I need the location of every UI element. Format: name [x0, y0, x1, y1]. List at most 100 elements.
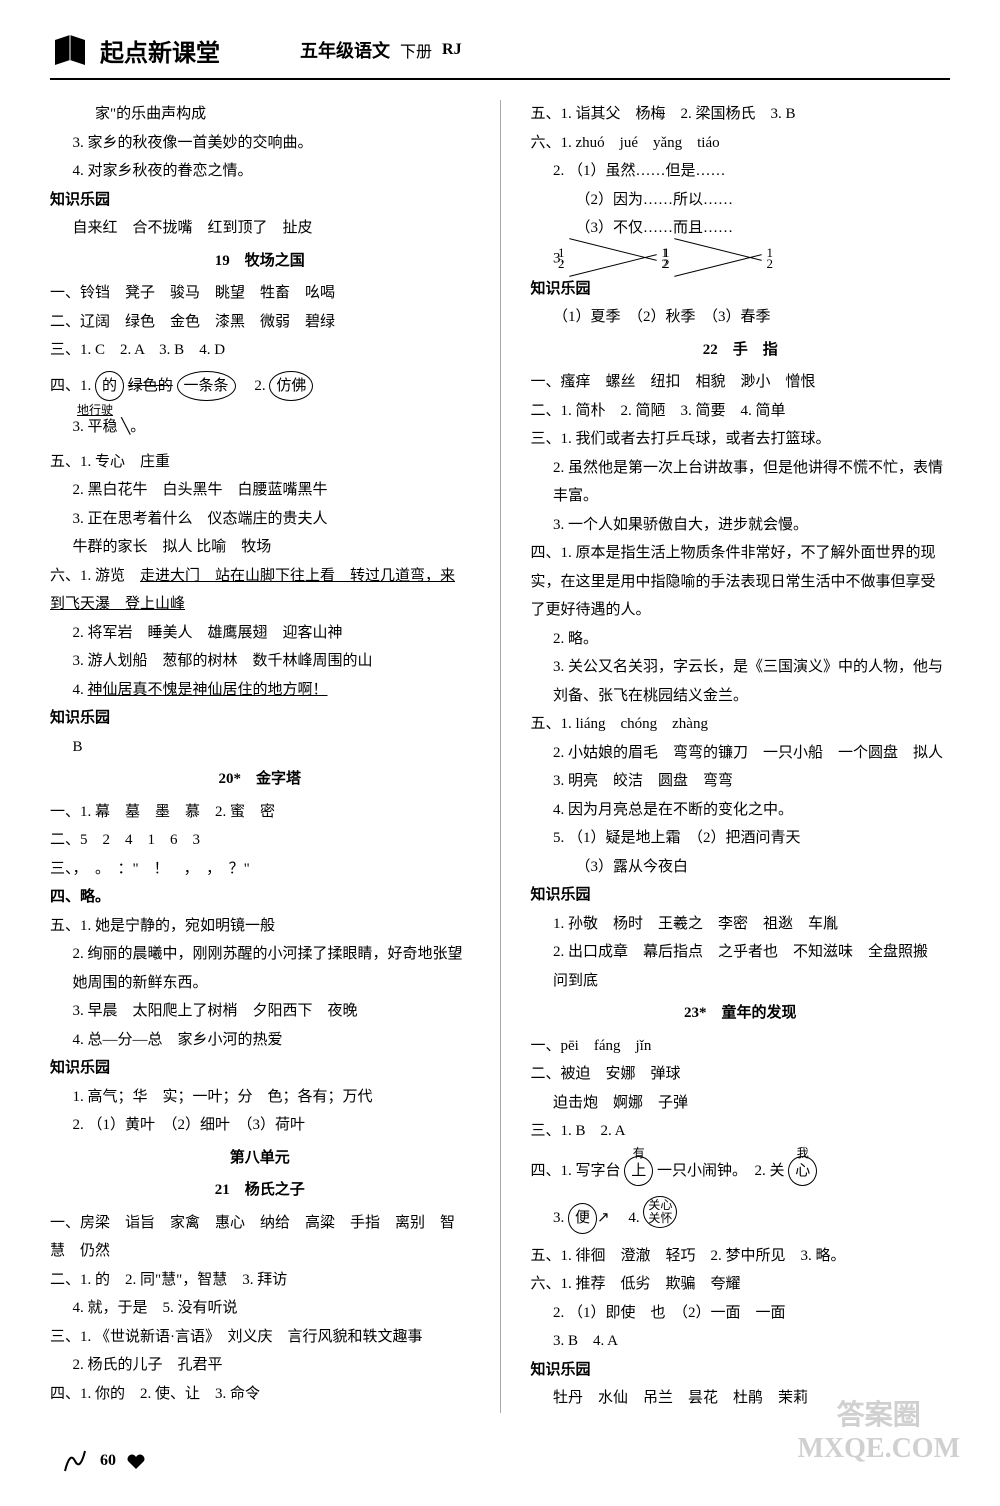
text-line: （2）因为……所以……	[531, 186, 951, 215]
text-line: 2. （1）虽然……但是……	[531, 157, 951, 186]
text-line: 二、辽阔 绿色 金色 漆黑 微弱 碧绿	[50, 308, 470, 337]
content-columns: 家"的乐曲声构成 3. 家乡的秋夜像一首美妙的交响曲。 4. 对家乡秋夜的眷恋之…	[50, 100, 950, 1413]
section-label: 知识乐园	[531, 1356, 951, 1385]
watermark-line1: 答案圈	[797, 1399, 960, 1433]
text: 3.	[553, 1210, 564, 1226]
right-column: 五、1. 诣其父 杨梅 2. 梁国杨氏 3. B 六、1. zhuó jué y…	[531, 100, 951, 1413]
text-line: 迫击炮 婀娜 子弹	[531, 1089, 951, 1118]
oval-word: 的	[95, 371, 124, 402]
text-line: 自来红 合不拢嘴 红到顶了 扯皮	[50, 214, 470, 243]
text-line: 2. 杨氏的儿子 孔君平	[50, 1351, 470, 1380]
text-line: 四、1. 你的 2. 使、让 3. 命令	[50, 1380, 470, 1409]
text-line: 2. 将军岩 睡美人 雄鹰展翅 迎客山神	[50, 619, 470, 648]
text-line: 2. 出口成章 幕后指点 之乎者也 不知滋味 全盘照搬 问到底	[531, 938, 951, 995]
text-line: 四、1. 原本是指生活上物质条件非常好，不了解外面世界的现实，在这里是用中指隐喻…	[531, 539, 951, 625]
text-line: 二、被迫 安娜 弹球	[531, 1060, 951, 1089]
lesson-title: 22 手 指	[531, 336, 951, 365]
section-label: 知识乐园	[531, 881, 951, 910]
text-line: （3）露从今夜白	[531, 853, 951, 882]
text-line: 六、1. 推荐 低劣 欺骗 夸耀	[531, 1270, 951, 1299]
text-line: 3. 早晨 太阳爬上了树梢 夕阳西下 夜晚	[50, 997, 470, 1026]
text-line: 一、房梁 诣旨 家禽 惠心 纳给 高粱 手指 离别 智慧 仍然	[50, 1209, 470, 1266]
correction-line: 四、1. 写字台 有 上 一只小闹钟。 2. 关 我 心	[531, 1156, 951, 1187]
text-line: B	[50, 733, 470, 762]
page-header: 起点新课堂 五年级语文 下册 RJ	[50, 30, 950, 80]
text-line: 五、1. 诣其父 杨梅 2. 梁国杨氏 3. B	[531, 100, 951, 129]
text-line: 3. 家乡的秋夜像一首美妙的交响曲。	[50, 129, 470, 158]
text-line: 一、pēi fáng jǐn	[531, 1032, 951, 1061]
text: 六、1. 游览	[50, 568, 140, 584]
text-line: 三、1. 我们或者去打乒乓球，或者去打篮球。	[531, 425, 951, 454]
lesson-title: 19 牧场之国	[50, 247, 470, 276]
unit-title: 第八单元	[50, 1144, 470, 1173]
footer-icon	[60, 1446, 90, 1476]
oval-word: 便	[568, 1203, 597, 1234]
text-line: 5. （1）疑是地上霜 （2）把酒问青天	[531, 824, 951, 853]
text-line: 牛群的家长 拟人 比喻 牧场	[50, 533, 470, 562]
text-line: 4. 因为月亮总是在不断的变化之中。	[531, 796, 951, 825]
text-line: 3. B 4. A	[531, 1327, 951, 1356]
text: 四、1.	[50, 378, 91, 394]
text-line: 五、1. 专心 庄重	[50, 448, 470, 477]
text-line: 4. 神仙居真不愧是神仙居住的地方啊！	[50, 676, 470, 705]
text-line: 1. 孙敬 杨时 王羲之 李密 祖逖 车胤	[531, 910, 951, 939]
text-line: 五、1. 她是宁静的，宛如明镜一般	[50, 912, 470, 941]
text: 四、1. 写字台	[531, 1163, 621, 1179]
text-line: 2. （1）即使 也 （2）一面 一面	[531, 1299, 951, 1328]
header-subtitle: 五年级语文	[300, 37, 390, 63]
text-line: 三、1. C 2. A 3. B 4. D	[50, 336, 470, 365]
header-tag: RJ	[442, 41, 462, 59]
text-line: 二、1. 简朴 2. 简陋 3. 简要 4. 简单	[531, 397, 951, 426]
text-line: 一、瘙痒 螺丝 纽扣 相貌 渺小 憎恨	[531, 368, 951, 397]
section-label: 知识乐园	[531, 275, 951, 304]
text-line: 3. 一个人如果骄傲自大，进步就会慢。	[531, 511, 951, 540]
text-line: 一、1. 幕 墓 墨 慕 2. 蜜 密	[50, 798, 470, 827]
insert-annotation: 我	[797, 1142, 809, 1165]
text-line: 二、5 2 4 1 6 3	[50, 826, 470, 855]
correction-line: 地行驶 3. 平稳 ╲。	[50, 413, 470, 442]
text-line: 2. 绚丽的晨曦中，刚刚苏醒的小河揉了揉眼睛，好奇地张望她周围的新鲜东西。	[50, 940, 470, 997]
cross-line: 3. 12 12 12 12	[531, 243, 951, 275]
text-line: 2. 虽然他是第一次上台讲故事，但是他讲得不慌不忙，表情丰富。	[531, 454, 951, 511]
text-line: 3. 明亮 皎洁 圆盘 弯弯	[531, 767, 951, 796]
watermark: 答案圈 MXQE.COM	[797, 1399, 960, 1466]
text-line: 五、1. liáng chóng zhàng	[531, 710, 951, 739]
delete-mark: ╲。	[121, 419, 145, 435]
text-line: 2. （1）黄叶 （2）细叶 （3）荷叶	[50, 1111, 470, 1140]
text-line: 3. 关公又名关羽，字云长，是《三国演义》中的人物，他与刘备、张飞在桃园结义金兰…	[531, 653, 951, 710]
correction-line: 四、1. 的 绿色的 一条条 2. 仿佛	[50, 371, 470, 402]
text: 4.	[613, 1210, 639, 1226]
page-footer: 60	[60, 1446, 146, 1476]
oval-word: 关心关怀	[643, 1196, 677, 1228]
cross-diagram: 12 12	[568, 243, 658, 275]
lesson-title: 23* 童年的发现	[531, 999, 951, 1028]
text-line: 3. 正在思考着什么 仪态端庄的贵夫人	[50, 505, 470, 534]
section-label: 知识乐园	[50, 1054, 470, 1083]
text-line: 一、铃铛 凳子 骏马 眺望 牲畜 吆喝	[50, 279, 470, 308]
correction-line: 3. 便↗ 4. 关心关怀	[531, 1196, 951, 1234]
text-line: 2. 小姑娘的眉毛 弯弯的镰刀 一只小船 一个圆盘 拟人	[531, 739, 951, 768]
page-number: 60	[100, 1452, 116, 1470]
header-title: 起点新课堂	[100, 33, 220, 68]
lesson-title: 20* 金字塔	[50, 765, 470, 794]
oval-word: 仿佛	[269, 371, 313, 402]
strikethrough: 绿色的	[128, 378, 173, 394]
text-line: （1）夏季 （2）秋季 （3）春季	[531, 303, 951, 332]
text-line: 2. 黑白花牛 白头黑牛 白腰蓝嘴黑牛	[50, 476, 470, 505]
text-line: 家"的乐曲声构成	[50, 100, 470, 129]
text-line: 三、， 。 ：" ！ ， ， ？"	[50, 855, 470, 884]
text-line: 三、1. B 2. A	[531, 1117, 951, 1146]
insert-annotation: 地行驶	[77, 399, 113, 422]
text-line: 3. 游人划船 葱郁的树林 数千林峰周围的山	[50, 647, 470, 676]
text-line: 六、1. 游览 走进大门 站在山脚下往上看 转过几道弯，来到飞天瀑 登上山峰	[50, 562, 470, 619]
text-line: 4. 对家乡秋夜的眷恋之情。	[50, 157, 470, 186]
cross-diagram: 12 12	[673, 243, 763, 275]
underlined-text: 神仙居真不愧是神仙居住的地方啊！	[88, 682, 328, 698]
lesson-title: 21 杨氏之子	[50, 1176, 470, 1205]
text-line: 六、1. zhuó jué yǎng tiáo	[531, 129, 951, 158]
oval-word: 一条条	[177, 371, 236, 402]
text-line: 四、略。	[50, 883, 470, 912]
text-line: 五、1. 徘徊 澄澈 轻巧 2. 梦中所见 3. 略。	[531, 1242, 951, 1271]
text: 2.	[239, 378, 265, 394]
watermark-line2: MXQE.COM	[797, 1432, 960, 1466]
